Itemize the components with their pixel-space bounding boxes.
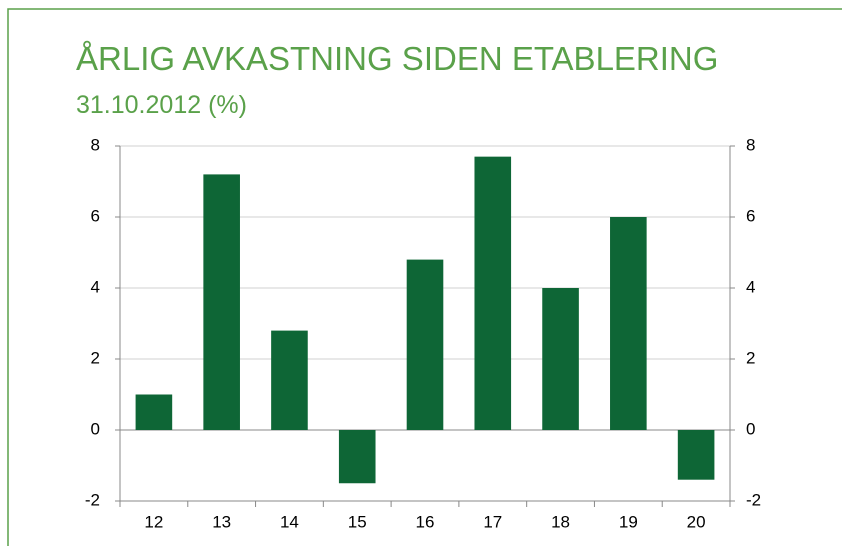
y-tick-label: -2 (85, 490, 100, 509)
bar (474, 156, 512, 430)
x-tick-label: 12 (144, 512, 163, 531)
x-tick-label: 19 (619, 512, 638, 531)
x-tick-label: 16 (416, 512, 435, 531)
chart-subtitle: 31.10.2012 (%) (76, 91, 247, 119)
y-tick-label: 4 (91, 277, 100, 296)
bar (271, 330, 308, 430)
x-tick-label: 14 (280, 512, 299, 531)
bar (203, 174, 240, 430)
y2-tick-label: 2 (746, 348, 755, 367)
x-tick-label: 20 (687, 512, 706, 531)
y2-tick-label: 4 (746, 277, 755, 296)
y2-tick-label: 8 (746, 135, 755, 154)
bar (135, 394, 173, 430)
y2-tick-label: -2 (746, 490, 761, 509)
x-tick-label: 15 (348, 512, 367, 531)
y2-tick-label: 0 (746, 419, 755, 438)
bar (338, 430, 376, 484)
bar (610, 217, 647, 430)
y2-tick-label: 6 (746, 206, 755, 225)
bar (677, 430, 715, 480)
y-tick-label: 8 (91, 135, 100, 154)
x-tick-label: 17 (483, 512, 502, 531)
x-tick-label: 18 (551, 512, 570, 531)
y-tick-label: 0 (91, 419, 100, 438)
x-tick-label: 13 (212, 512, 231, 531)
bar (542, 288, 579, 430)
frame (7, 8, 842, 546)
y-tick-label: 2 (91, 348, 100, 367)
chart-title: ÅRLIG AVKASTNING SIDEN ETABLERING (76, 40, 718, 77)
y-tick-label: 6 (91, 206, 100, 225)
bar (406, 259, 444, 430)
